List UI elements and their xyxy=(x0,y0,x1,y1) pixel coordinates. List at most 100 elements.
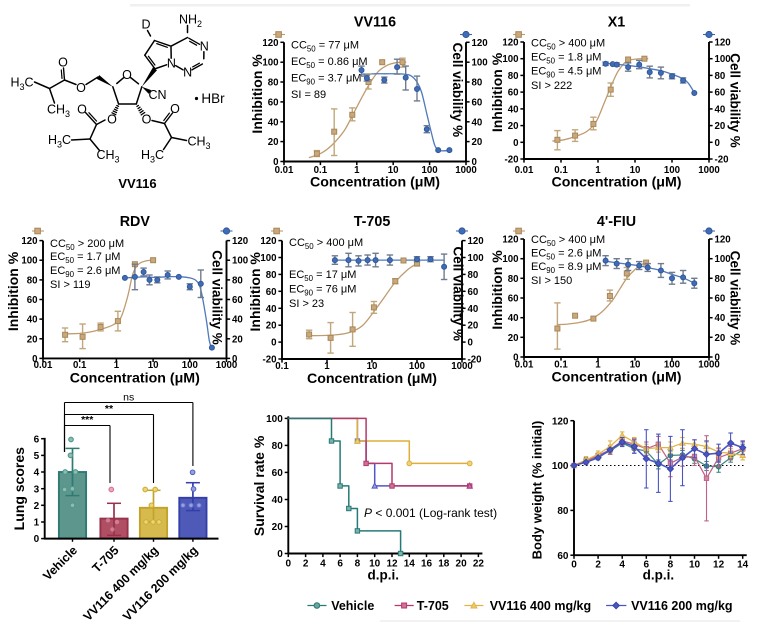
svg-text:CC50​ > 200 μM: CC50​ > 200 μM xyxy=(50,238,124,252)
svg-text:SI = 89: SI = 89 xyxy=(291,89,326,101)
svg-text:VV116: VV116 xyxy=(354,15,396,31)
svg-text:0: 0 xyxy=(271,338,276,349)
svg-text:Inhibition %: Inhibition % xyxy=(5,251,21,331)
svg-text:100: 100 xyxy=(182,360,198,371)
svg-text:O: O xyxy=(77,103,87,117)
svg-text:CC50​ > 400 μM: CC50​ > 400 μM xyxy=(289,237,363,251)
svg-text:6: 6 xyxy=(337,559,343,570)
svg-text:EC90​ = 2.6 μM: EC90​ = 2.6 μM xyxy=(50,265,120,279)
svg-text:VV116 400 mg/kg: VV116 400 mg/kg xyxy=(490,599,591,613)
svg-text:0.1: 0.1 xyxy=(73,360,87,371)
svg-text:RDV: RDV xyxy=(120,214,151,230)
svg-text:0: 0 xyxy=(513,138,518,149)
svg-text:2: 2 xyxy=(595,560,601,571)
svg-text:80: 80 xyxy=(272,441,284,452)
svg-text:14: 14 xyxy=(737,560,749,571)
svg-text:Concentration (μM): Concentration (μM) xyxy=(551,175,681,191)
svg-text:6: 6 xyxy=(34,434,40,445)
svg-text:40: 40 xyxy=(468,304,479,315)
svg-text:0.1: 0.1 xyxy=(275,361,289,372)
svg-text:-20: -20 xyxy=(715,155,729,166)
svg-text:0: 0 xyxy=(277,549,283,560)
svg-text:10: 10 xyxy=(148,360,159,371)
svg-text:Cell viability %: Cell viability % xyxy=(210,250,225,345)
svg-text:EC50​ = 2.6 μM: EC50​ = 2.6 μM xyxy=(531,248,601,262)
svg-text:120: 120 xyxy=(552,416,569,427)
svg-text:40: 40 xyxy=(266,304,277,315)
svg-text:40: 40 xyxy=(232,315,243,326)
svg-text:Cell viability %: Cell viability % xyxy=(728,53,743,148)
svg-text:0.01: 0.01 xyxy=(34,360,53,371)
svg-text:Inhibition %: Inhibition % xyxy=(489,52,505,132)
svg-text:1000: 1000 xyxy=(698,359,720,370)
svg-text:20: 20 xyxy=(266,321,277,332)
svg-text:10: 10 xyxy=(689,560,701,571)
svg-text:-20: -20 xyxy=(504,155,518,166)
svg-text:20: 20 xyxy=(27,334,38,345)
svg-text:120: 120 xyxy=(260,236,276,247)
svg-text:100: 100 xyxy=(552,461,569,472)
svg-text:1000: 1000 xyxy=(451,361,473,372)
svg-text:60: 60 xyxy=(715,294,726,305)
svg-text:EC90​ = 8.9 μM: EC90​ = 8.9 μM xyxy=(531,261,601,275)
svg-text:80: 80 xyxy=(27,275,38,286)
svg-text:1: 1 xyxy=(34,518,40,529)
svg-text:4: 4 xyxy=(619,560,625,571)
svg-text:ns: ns xyxy=(123,392,134,404)
svg-text:20: 20 xyxy=(468,321,479,332)
svg-text:120: 120 xyxy=(715,38,731,49)
svg-text:N: N xyxy=(200,40,209,54)
svg-text:4'-FIU: 4'-FIU xyxy=(597,214,636,230)
svg-text:100: 100 xyxy=(266,414,283,425)
svg-text:CC50​ > 400 μM: CC50​ > 400 μM xyxy=(531,234,605,248)
svg-text:N: N xyxy=(167,56,176,70)
svg-text:120: 120 xyxy=(262,38,278,49)
svg-text:O: O xyxy=(170,102,180,116)
svg-text:EC50​ = 1.8 μM: EC50​ = 1.8 μM xyxy=(531,52,601,66)
svg-text:Cell viability %: Cell viability % xyxy=(450,43,465,138)
svg-text:O: O xyxy=(76,81,86,95)
svg-text:Vehicle: Vehicle xyxy=(331,599,374,613)
svg-text:2: 2 xyxy=(34,501,40,512)
svg-text:100: 100 xyxy=(21,256,37,267)
svg-text:0: 0 xyxy=(34,534,40,545)
svg-text:40: 40 xyxy=(508,104,519,115)
svg-text:80: 80 xyxy=(268,78,279,89)
svg-text:4: 4 xyxy=(320,559,326,570)
svg-text:60: 60 xyxy=(468,287,479,298)
svg-text:Body weight (% initial): Body weight (% initial) xyxy=(530,421,545,560)
svg-text:14: 14 xyxy=(404,559,416,570)
svg-text:20: 20 xyxy=(232,334,243,345)
svg-text:T-705: T-705 xyxy=(354,214,391,230)
svg-text:40: 40 xyxy=(472,117,483,128)
svg-text:2: 2 xyxy=(303,559,309,570)
svg-text:80: 80 xyxy=(508,71,519,82)
svg-text:100: 100 xyxy=(472,58,488,69)
svg-text:60: 60 xyxy=(272,468,284,479)
svg-text:Survival rate %: Survival rate % xyxy=(251,435,267,536)
svg-text:5: 5 xyxy=(34,451,40,462)
svg-text:40: 40 xyxy=(508,313,519,324)
svg-text:SI > 222: SI > 222 xyxy=(531,80,572,92)
svg-text:T-705: T-705 xyxy=(417,599,449,613)
svg-text:20: 20 xyxy=(508,333,519,344)
svg-text:4: 4 xyxy=(34,468,40,479)
svg-text:HBr: HBr xyxy=(201,91,225,106)
svg-text:80: 80 xyxy=(508,274,519,285)
svg-text:20: 20 xyxy=(715,333,726,344)
svg-text:VV116: VV116 xyxy=(118,176,156,191)
svg-text:SI > 150: SI > 150 xyxy=(531,275,572,287)
svg-text:120: 120 xyxy=(502,38,518,49)
svg-text:120: 120 xyxy=(21,236,37,247)
svg-text:18: 18 xyxy=(438,559,450,570)
svg-text:80: 80 xyxy=(266,270,277,281)
svg-text:EC90​ = 4.5 μM: EC90​ = 4.5 μM xyxy=(531,66,601,80)
svg-text:80: 80 xyxy=(715,274,726,285)
svg-text:120: 120 xyxy=(468,236,484,247)
svg-text:0.01: 0.01 xyxy=(275,165,294,176)
svg-text:EC90​ = 76 μM: EC90​ = 76 μM xyxy=(289,284,356,298)
svg-text:VV116 200 mg/kg: VV116 200 mg/kg xyxy=(631,599,732,613)
svg-text:60: 60 xyxy=(266,287,277,298)
svg-text:3: 3 xyxy=(34,484,40,495)
svg-text:0: 0 xyxy=(715,138,720,149)
